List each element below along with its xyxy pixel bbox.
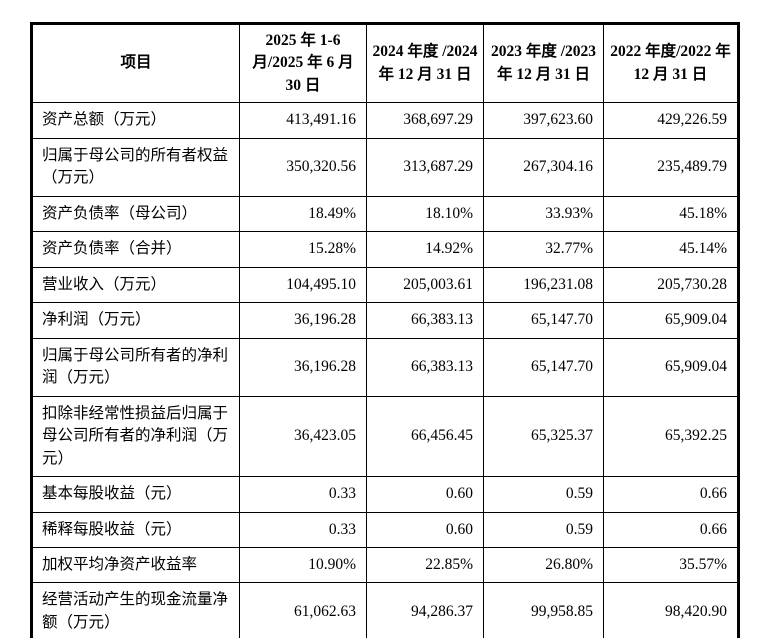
row-label-cell: 稀释每股收益（元） bbox=[31, 511, 240, 548]
table-row: 净利润（万元） 36,196.28 66,383.13 65,147.70 65,909… bbox=[31, 302, 739, 339]
value-cell: 26.80% bbox=[483, 546, 604, 584]
value-cell: 45.18% bbox=[603, 195, 739, 233]
header-item-column: 项目 bbox=[31, 22, 240, 104]
table-row: 归属于母公司的所有者权益（万元） 350,320.56 313,687.29 267,… bbox=[31, 137, 739, 197]
header-period-2023: 2023 年度 /2023 年 12 月 31 日 bbox=[483, 22, 604, 104]
value-cell: 104,495.10 bbox=[239, 266, 367, 304]
value-cell: 0.60 bbox=[366, 476, 484, 513]
value-cell: 10.90% bbox=[239, 546, 367, 584]
value-cell: 32.77% bbox=[483, 231, 604, 268]
value-cell: 33.93% bbox=[483, 195, 604, 233]
table-body: 资产总额（万元） 413,491.16 368,697.29 397,623.60 42… bbox=[31, 102, 739, 638]
table-row: 稀释每股收益（元） 0.33 0.60 0.59 0.66 bbox=[31, 511, 739, 548]
value-cell: 0.33 bbox=[239, 511, 367, 548]
value-cell: 65,147.70 bbox=[483, 302, 604, 339]
row-label-cell: 资产负债率（母公司） bbox=[31, 195, 240, 233]
value-cell: 94,286.37 bbox=[366, 582, 484, 638]
value-cell: 0.33 bbox=[239, 476, 367, 513]
value-cell: 429,226.59 bbox=[603, 102, 739, 139]
table-row: 扣除非经常性损益后归属于母公司所有者的净利润（万元） 36,423.05 66,45… bbox=[31, 395, 739, 478]
value-cell: 313,687.29 bbox=[366, 137, 484, 197]
value-cell: 36,196.28 bbox=[239, 302, 367, 339]
value-cell: 235,489.79 bbox=[603, 137, 739, 197]
row-label-cell: 归属于母公司所有者的净利润（万元） bbox=[31, 337, 240, 397]
value-cell: 65,909.04 bbox=[603, 337, 739, 397]
value-cell: 66,456.45 bbox=[366, 395, 484, 478]
value-cell: 98,420.90 bbox=[603, 582, 739, 638]
value-cell: 0.60 bbox=[366, 511, 484, 548]
value-cell: 66,383.13 bbox=[366, 337, 484, 397]
value-cell: 350,320.56 bbox=[239, 137, 367, 197]
value-cell: 14.92% bbox=[366, 231, 484, 268]
value-cell: 205,730.28 bbox=[603, 266, 739, 304]
value-cell: 36,196.28 bbox=[239, 337, 367, 397]
value-cell: 267,304.16 bbox=[483, 137, 604, 197]
value-cell: 18.10% bbox=[366, 195, 484, 233]
value-cell: 368,697.29 bbox=[366, 102, 484, 139]
value-cell: 65,909.04 bbox=[603, 302, 739, 339]
table-row: 加权平均净资产收益率 10.90% 22.85% 26.80% 35.57% bbox=[31, 546, 739, 584]
value-cell: 0.66 bbox=[603, 476, 739, 513]
value-cell: 15.28% bbox=[239, 231, 367, 268]
header-period-2022: 2022 年度/2022 年 12 月 31 日 bbox=[603, 22, 739, 104]
value-cell: 0.59 bbox=[483, 476, 604, 513]
value-cell: 413,491.16 bbox=[239, 102, 367, 139]
table-row: 资产总额（万元） 413,491.16 368,697.29 397,623.60 42… bbox=[31, 102, 739, 139]
value-cell: 99,958.85 bbox=[483, 582, 604, 638]
table-header-row: 项目 2025 年 1-6 月/2025 年 6 月 30 日 2024 年度 … bbox=[31, 22, 739, 104]
row-label-cell: 资产负债率（合并） bbox=[31, 231, 240, 268]
row-label-cell: 净利润（万元） bbox=[31, 302, 240, 339]
row-label-cell: 扣除非经常性损益后归属于母公司所有者的净利润（万元） bbox=[31, 395, 240, 478]
value-cell: 66,383.13 bbox=[366, 302, 484, 339]
value-cell: 18.49% bbox=[239, 195, 367, 233]
table-row: 资产负债率（母公司） 18.49% 18.10% 33.93% 45.18% bbox=[31, 195, 739, 233]
table-row: 基本每股收益（元） 0.33 0.60 0.59 0.66 bbox=[31, 476, 739, 513]
value-cell: 205,003.61 bbox=[366, 266, 484, 304]
row-label-cell: 经营活动产生的现金流量净额（万元） bbox=[31, 582, 240, 638]
row-label-cell: 归属于母公司的所有者权益（万元） bbox=[31, 137, 240, 197]
value-cell: 65,325.37 bbox=[483, 395, 604, 478]
value-cell: 35.57% bbox=[603, 546, 739, 584]
row-label-cell: 营业收入（万元） bbox=[31, 266, 240, 304]
value-cell: 397,623.60 bbox=[483, 102, 604, 139]
value-cell: 65,147.70 bbox=[483, 337, 604, 397]
header-period-2024: 2024 年度 /2024 年 12 月 31 日 bbox=[366, 22, 484, 104]
value-cell: 0.66 bbox=[603, 511, 739, 548]
financial-summary-table: 项目 2025 年 1-6 月/2025 年 6 月 30 日 2024 年度 … bbox=[30, 22, 740, 638]
table-row: 经营活动产生的现金流量净额（万元） 61,062.63 94,286.37 99,95… bbox=[31, 582, 739, 638]
table-row: 资产负债率（合并） 15.28% 14.92% 32.77% 45.14% bbox=[31, 231, 739, 268]
table-row: 营业收入（万元） 104,495.10 205,003.61 196,231.08 20… bbox=[31, 266, 739, 304]
value-cell: 45.14% bbox=[603, 231, 739, 268]
value-cell: 196,231.08 bbox=[483, 266, 604, 304]
table-row: 归属于母公司所有者的净利润（万元） 36,196.28 66,383.13 65,14… bbox=[31, 337, 739, 397]
value-cell: 61,062.63 bbox=[239, 582, 367, 638]
row-label-cell: 资产总额（万元） bbox=[31, 102, 240, 139]
value-cell: 36,423.05 bbox=[239, 395, 367, 478]
value-cell: 22.85% bbox=[366, 546, 484, 584]
header-period-2025h1: 2025 年 1-6 月/2025 年 6 月 30 日 bbox=[239, 22, 367, 104]
row-label-cell: 基本每股收益（元） bbox=[31, 476, 240, 513]
value-cell: 0.59 bbox=[483, 511, 604, 548]
value-cell: 65,392.25 bbox=[603, 395, 739, 478]
row-label-cell: 加权平均净资产收益率 bbox=[31, 546, 240, 584]
